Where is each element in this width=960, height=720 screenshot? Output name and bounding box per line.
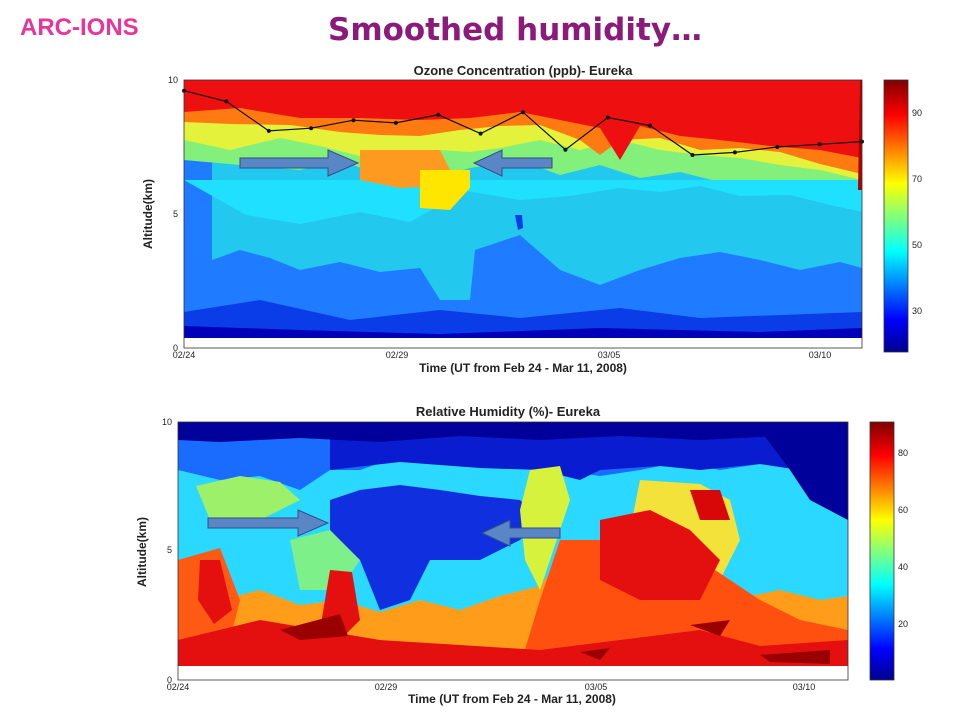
ozone-ytick-10: 10 — [168, 75, 178, 85]
tropopause-point — [563, 147, 568, 152]
tropopause-point — [266, 128, 271, 133]
humidity-contour-field — [178, 422, 848, 680]
ozone-ytick-5: 5 — [173, 209, 178, 219]
humidity-cbar-80: 80 — [898, 448, 908, 458]
ozone-cbar-50: 50 — [912, 240, 922, 250]
humidity-xlabel: Time (UT from Feb 24 - Mar 11, 2008) — [408, 692, 616, 706]
ozone-colorbar — [883, 79, 909, 353]
tropopause-point — [817, 142, 822, 147]
humidity-xtick-0305: 03/05 — [585, 682, 608, 692]
ozone-arrow-right — [239, 149, 360, 177]
ozone-xlabel: Time (UT from Feb 24 - Mar 11, 2008) — [419, 361, 627, 375]
ozone-arrow-left — [472, 149, 553, 177]
humidity-xtick-0310: 03/10 — [793, 682, 816, 692]
ozone-xtick-0224: 02/24 — [173, 350, 196, 360]
tropopause-point — [309, 126, 314, 131]
tropopause-point — [436, 112, 441, 117]
tropopause-point — [648, 123, 653, 128]
humidity-ytick-10: 10 — [162, 417, 172, 427]
ozone-ytick-0: 0 — [173, 343, 178, 353]
org-logo-text: ARC-IONS — [20, 14, 139, 41]
ozone-xtick-0310: 03/10 — [809, 350, 832, 360]
tropopause-point — [521, 110, 525, 115]
ozone-plot-frame — [183, 79, 863, 349]
tropopause-point — [732, 150, 737, 155]
ozone-ylabel: Altitude(km) — [141, 179, 155, 249]
tropopause-point — [351, 118, 356, 123]
ozone-chart-title: Ozone Concentration (ppb)- Eureka — [414, 63, 634, 78]
tropopause-point — [605, 115, 610, 120]
tropopause-point — [393, 120, 398, 125]
tropopause-point — [690, 153, 695, 157]
slide-title: Smoothed humidity… — [328, 12, 703, 48]
humidity-ytick-0: 0 — [167, 675, 172, 685]
tropopause-point — [224, 99, 229, 104]
humidity-ytick-5: 5 — [167, 545, 172, 555]
ozone-cbar-30: 30 — [912, 306, 922, 316]
humidity-ylabel: Altitude(km) — [135, 517, 149, 587]
ozone-xtick-0229: 02/29 — [386, 350, 409, 360]
ozone-cbar-90: 90 — [912, 108, 922, 118]
ozone-contour-field — [184, 80, 862, 348]
humidity-colorbar — [869, 421, 895, 681]
humidity-plot-frame — [177, 421, 849, 681]
humidity-cbar-20: 20 — [898, 619, 908, 629]
tropopause-point — [478, 131, 483, 136]
humidity-chart-title: Relative Humidity (%)- Eureka — [416, 404, 601, 419]
ozone-xtick-0305: 03/05 — [598, 350, 621, 360]
tropopause-point — [775, 145, 780, 149]
humidity-cbar-60: 60 — [898, 505, 908, 515]
ozone-cbar-70: 70 — [912, 174, 922, 184]
humidity-cbar-40: 40 — [898, 562, 908, 572]
humidity-xtick-0224: 02/24 — [167, 682, 190, 692]
humidity-arrow-left — [480, 519, 561, 547]
humidity-arrow-right — [207, 509, 330, 537]
humidity-xtick-0229: 02/29 — [375, 682, 398, 692]
